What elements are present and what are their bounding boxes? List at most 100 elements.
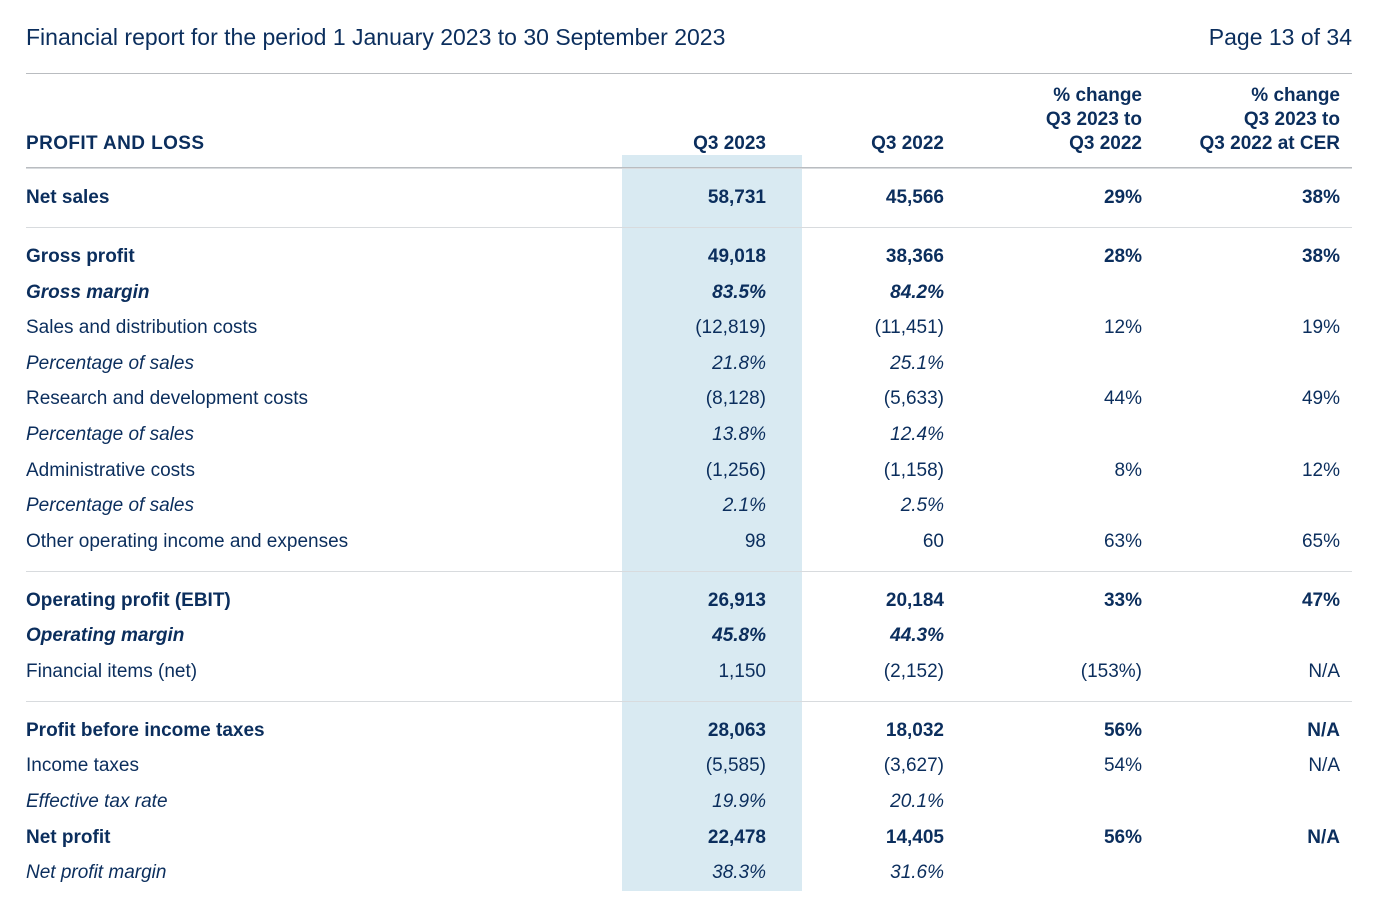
cell-pct_change_cer: N/A xyxy=(1152,654,1350,701)
cell-q3_2023: (5,585) xyxy=(596,748,776,784)
cell-q3_2023: 21.8% xyxy=(596,346,776,382)
cell-q3_2022: 18,032 xyxy=(776,702,954,749)
cell-label: Net profit xyxy=(26,820,596,856)
cell-pct_change_cer xyxy=(1152,300,1350,310)
cell-pct_change_cer: N/A xyxy=(1152,702,1350,749)
cell-label: Percentage of sales xyxy=(26,488,596,524)
cell-pct_change_cer xyxy=(1152,644,1350,654)
financial-report-page: Financial report for the period 1 Januar… xyxy=(0,0,1378,911)
cell-pct_change_cer xyxy=(1152,371,1350,381)
cell-pct_change_cer xyxy=(1152,514,1350,524)
cell-q3_2022: (5,633) xyxy=(776,381,954,417)
cell-q3_2023: 38.3% xyxy=(596,855,776,891)
table-row: Research and development costs(8,128)(5,… xyxy=(26,381,1352,417)
cell-q3_2023: 98 xyxy=(596,524,776,571)
cell-q3_2022: (1,158) xyxy=(776,453,954,489)
cell-q3_2023: 28,063 xyxy=(596,702,776,749)
cell-pct_change: 56% xyxy=(954,702,1152,749)
cell-q3_2023: 45.8% xyxy=(596,618,776,654)
cell-q3_2023: 26,913 xyxy=(596,572,776,619)
cell-q3_2022: 2.5% xyxy=(776,488,954,524)
table-body: Net sales58,73145,56629%38%Gross profit4… xyxy=(26,168,1352,891)
cell-pct_change_cer xyxy=(1152,881,1350,891)
cell-label: Percentage of sales xyxy=(26,346,596,382)
cell-q3_2023: (1,256) xyxy=(596,453,776,489)
cell-label: Net sales xyxy=(26,169,596,227)
cell-label: Operating profit (EBIT) xyxy=(26,572,596,619)
cell-q3_2022: 60 xyxy=(776,524,954,571)
cell-q3_2022: 20,184 xyxy=(776,572,954,619)
cell-pct_change: 29% xyxy=(954,169,1152,227)
cell-pct_change xyxy=(954,443,1152,453)
cell-q3_2022: 45,566 xyxy=(776,169,954,227)
cell-q3_2023: 49,018 xyxy=(596,228,776,275)
cell-label: Administrative costs xyxy=(26,453,596,489)
table-row: Other operating income and expenses98606… xyxy=(26,524,1352,571)
cell-q3_2023: 19.9% xyxy=(596,784,776,820)
table-row: Percentage of sales21.8%25.1% xyxy=(26,346,1352,382)
cell-label: Financial items (net) xyxy=(26,654,596,701)
cell-pct_change xyxy=(954,810,1152,820)
cell-pct_change_cer: 47% xyxy=(1152,572,1350,619)
cell-pct_change: 12% xyxy=(954,310,1152,346)
cell-pct_change xyxy=(954,881,1152,891)
table-row: Net profit margin38.3%31.6% xyxy=(26,855,1352,891)
cell-q3_2023: 83.5% xyxy=(596,275,776,311)
cell-pct_change_cer: N/A xyxy=(1152,748,1350,784)
cell-pct_change: 54% xyxy=(954,748,1152,784)
cell-q3_2023: 13.8% xyxy=(596,417,776,453)
table-row: Income taxes(5,585)(3,627)54%N/A xyxy=(26,748,1352,784)
cell-q3_2023: (8,128) xyxy=(596,381,776,417)
section-title: PROFIT AND LOSS xyxy=(26,132,596,156)
cell-pct_change: 56% xyxy=(954,820,1152,856)
column-header-q3-2022: Q3 2022 xyxy=(776,132,954,156)
cell-q3_2022: 31.6% xyxy=(776,855,954,891)
cell-q3_2022: (3,627) xyxy=(776,748,954,784)
cell-pct_change_cer: 38% xyxy=(1152,228,1350,275)
cell-label: Gross margin xyxy=(26,275,596,311)
cell-q3_2022: (2,152) xyxy=(776,654,954,701)
cell-pct_change xyxy=(954,371,1152,381)
cell-pct_change xyxy=(954,514,1152,524)
cell-pct_change: 44% xyxy=(954,381,1152,417)
cell-pct_change_cer xyxy=(1152,810,1350,820)
cell-q3_2022: (11,451) xyxy=(776,310,954,346)
table-row: Gross profit49,01838,36628%38% xyxy=(26,227,1352,275)
cell-q3_2022: 84.2% xyxy=(776,275,954,311)
cell-pct_change: 33% xyxy=(954,572,1152,619)
cell-pct_change_cer: 12% xyxy=(1152,453,1350,489)
cell-q3_2022: 38,366 xyxy=(776,228,954,275)
table-row: Financial items (net)1,150(2,152)(153%)N… xyxy=(26,654,1352,701)
cell-q3_2022: 14,405 xyxy=(776,820,954,856)
profit-and-loss-table: PROFIT AND LOSS Q3 2023 Q3 2022 % change… xyxy=(26,74,1352,891)
table-row: Net sales58,73145,56629%38% xyxy=(26,168,1352,227)
table-row: Operating profit (EBIT)26,91320,18433%47… xyxy=(26,571,1352,619)
table-row: Effective tax rate19.9%20.1% xyxy=(26,784,1352,820)
cell-pct_change_cer: 38% xyxy=(1152,169,1350,227)
cell-q3_2022: 44.3% xyxy=(776,618,954,654)
cell-q3_2023: (12,819) xyxy=(596,310,776,346)
cell-pct_change_cer: 19% xyxy=(1152,310,1350,346)
column-header-q3-2023: Q3 2023 xyxy=(596,132,776,156)
cell-pct_change_cer: 49% xyxy=(1152,381,1350,417)
table-row: Gross margin83.5%84.2% xyxy=(26,275,1352,311)
table-row: Sales and distribution costs(12,819)(11,… xyxy=(26,310,1352,346)
cell-pct_change xyxy=(954,644,1152,654)
table-row: Operating margin45.8%44.3% xyxy=(26,618,1352,654)
cell-pct_change: 28% xyxy=(954,228,1152,275)
cell-q3_2022: 20.1% xyxy=(776,784,954,820)
table-header-row: PROFIT AND LOSS Q3 2023 Q3 2022 % change… xyxy=(26,74,1352,168)
cell-pct_change_cer xyxy=(1152,443,1350,453)
column-header-pct-change-cer: % change Q3 2023 to Q3 2022 at CER xyxy=(1152,84,1350,155)
cell-label: Net profit margin xyxy=(26,855,596,891)
cell-q3_2022: 25.1% xyxy=(776,346,954,382)
column-header-pct-change: % change Q3 2023 to Q3 2022 xyxy=(954,84,1152,155)
page-header: Financial report for the period 1 Januar… xyxy=(26,24,1352,74)
cell-q3_2022: 12.4% xyxy=(776,417,954,453)
cell-pct_change: 63% xyxy=(954,524,1152,571)
table-row: Profit before income taxes28,06318,03256… xyxy=(26,701,1352,749)
report-title: Financial report for the period 1 Januar… xyxy=(26,24,725,51)
cell-pct_change_cer: N/A xyxy=(1152,820,1350,856)
cell-q3_2023: 22,478 xyxy=(596,820,776,856)
cell-q3_2023: 2.1% xyxy=(596,488,776,524)
